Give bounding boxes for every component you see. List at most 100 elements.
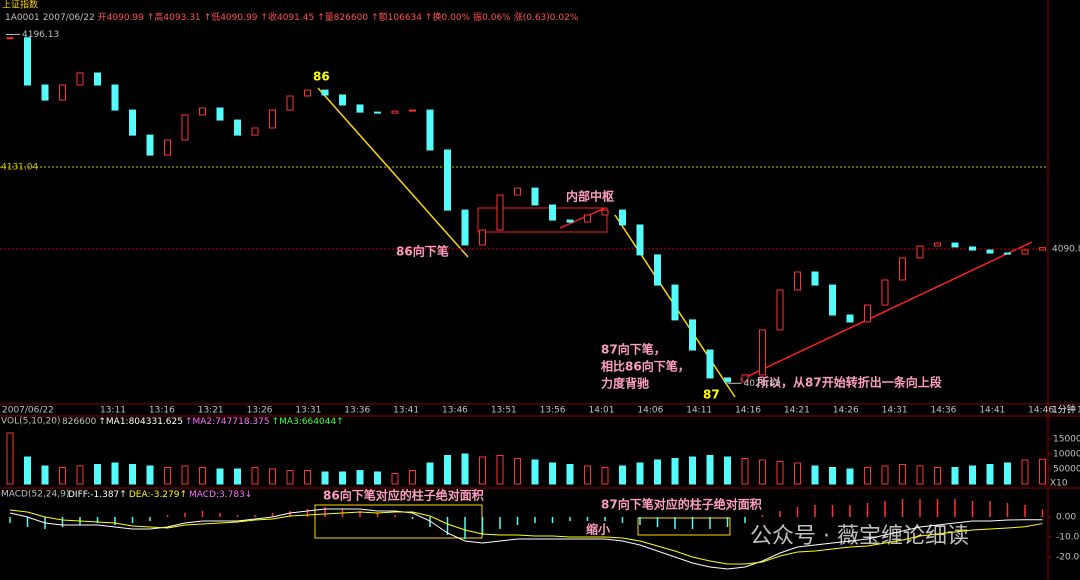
volume-bar [741,458,749,485]
volume-bar [426,462,434,485]
header-item: 2007/06/22 [43,13,95,23]
candle [951,242,959,248]
annotation: 内部中枢 [566,189,614,204]
header-item: 振0.06% [473,11,511,23]
header-item: ↑量826600 [317,12,368,23]
volume-bar [776,461,784,485]
candle [829,284,836,316]
candle [129,109,136,136]
price-label: 4090.8 [1052,245,1080,255]
x-tick-label: 13:26 [247,406,273,416]
candle [339,94,346,106]
header-item: ↑收4091.45 [260,11,314,23]
high-label: 4196.13 [22,30,59,40]
volume-bar [916,465,924,485]
volume-bar [1021,459,1029,485]
candle [479,229,486,246]
volume-bar [1004,462,1011,485]
volume-bar [706,455,714,485]
candle [706,349,714,379]
watermark: 公众号 · 薇宝缠论细读 [750,524,969,549]
candle [41,84,49,101]
header-item: ↑额106634 [371,11,422,23]
annotation: 86 [313,70,330,84]
volume-bar [986,464,994,485]
volume-bar [251,467,259,485]
volume-bar [321,471,329,485]
volume-bar [286,470,294,485]
volume-bar [794,462,801,485]
candle [111,84,119,111]
candle [426,109,434,151]
volume-bar [129,464,136,485]
volume-bar [199,467,206,485]
candle [1039,247,1046,251]
header-item: 1A0001 [5,13,40,23]
volume-bar [444,455,451,485]
volume-item: ↑MA3:664044↑ [272,417,344,427]
volume-bar [409,470,416,485]
x-tick-label: 14:01 [589,406,615,416]
candle [794,271,801,291]
header-items: 1A0001 2007/06/22 开4090.99 ↑高4093.31 ↑低4090.… [5,11,579,23]
candle [1004,252,1011,255]
x-tick-label: 14:11 [686,406,712,416]
candle [1021,249,1029,255]
volume-bar [636,462,644,485]
volume-bar [234,468,241,485]
macd-item: DEA:-3.279↑ [129,490,187,500]
x-tick-label: 14:26 [833,406,859,416]
x-tick-label: 14:31 [882,406,908,416]
candle [619,209,626,226]
annotation: 87 [703,388,720,402]
y-tick-label: 0.00 [1056,513,1076,523]
volume-bar [479,456,486,485]
y-tick-label: 50000 [1053,465,1080,475]
volume-bar [496,455,504,485]
x-tick-label: 13:16 [149,406,175,416]
candle [531,187,539,206]
volume-bar [6,432,14,485]
volume-bar [269,468,276,485]
volume-bar [339,471,346,485]
candle [6,37,14,40]
volume-bar [391,473,399,485]
x-tick-label: 13:31 [295,406,321,416]
volume-title: VOL(5,10,20) [1,417,60,427]
y-tick-label: 100000 [1053,450,1080,460]
volume-bar [811,465,819,485]
candle [759,329,766,376]
candle [94,72,101,86]
x-tick-label: 13:21 [198,406,224,416]
index-name: 上证指数 [2,0,38,11]
header-item: 涨(0.63)0.02% [514,12,579,23]
header-item: ↑换0.00% [425,11,471,23]
macd-title: MACD(52,24,9) [1,490,69,500]
candle [76,72,84,86]
candle [444,149,451,211]
candle [216,107,224,121]
volume-bar [24,456,31,485]
volume-bar [181,465,189,485]
volume-bar [951,467,959,485]
volume-item: ↑MA2:747718.375 [185,417,270,427]
annotation: 86向下笔 [396,244,449,259]
volume-bar [881,465,889,485]
candle [164,139,171,156]
volume-bar [461,453,469,485]
volume-bar [566,464,574,485]
volume-bar [654,459,661,485]
candle [986,249,994,254]
period: 1分钟 [1052,404,1076,416]
volume-bar [864,467,871,485]
candle [181,114,189,141]
macd-item: DIFF:-1.387↑ [68,490,127,500]
candle [654,254,661,286]
low-label: 4024.89 [744,379,781,389]
annotation: 87向下笔， [601,342,666,357]
candle [409,109,416,112]
candle [356,104,364,113]
candle [59,84,66,101]
